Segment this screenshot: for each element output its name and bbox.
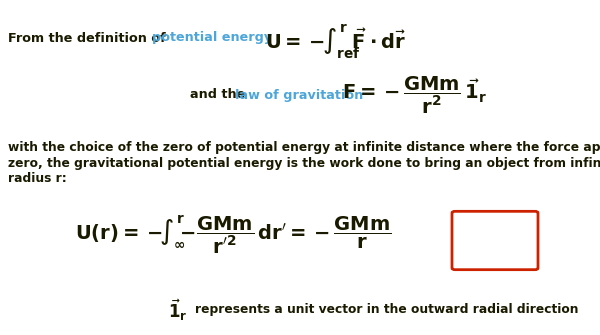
Text: and the: and the: [190, 88, 250, 102]
Text: $\mathbf{\vec{1}_r}$: $\mathbf{\vec{1}_r}$: [168, 297, 187, 323]
Text: potential energy: potential energy: [152, 31, 272, 45]
Text: with the choice of the zero of potential energy at infinite distance where the f: with the choice of the zero of potential…: [8, 141, 600, 154]
Text: law of gravitation: law of gravitation: [235, 88, 363, 102]
Text: $\mathbf{U = -\!\!\int_{ref}^{r}\!\!\vec{F}\cdot d\vec{r}}$: $\mathbf{U = -\!\!\int_{ref}^{r}\!\!\vec…: [265, 23, 406, 61]
Text: zero, the gravitational potential energy is the work done to bring an object fro: zero, the gravitational potential energy…: [8, 157, 600, 170]
Text: From the definition of: From the definition of: [8, 31, 170, 45]
Text: radius r:: radius r:: [8, 173, 67, 186]
Text: $\mathbf{U(r) = -\!\!\int_{\infty}^{r}\!\!\!-\!\dfrac{GMm}{r'^2}\,dr' = -\dfrac{: $\mathbf{U(r) = -\!\!\int_{\infty}^{r}\!…: [75, 214, 391, 256]
Text: integral: integral: [469, 246, 521, 259]
Text: Form of: Form of: [470, 226, 520, 239]
Text: represents a unit vector in the outward radial direction: represents a unit vector in the outward …: [195, 304, 578, 317]
Text: $\mathbf{F = -\dfrac{GMm}{r^2}\,\vec{1}_r}$: $\mathbf{F = -\dfrac{GMm}{r^2}\,\vec{1}_…: [342, 74, 487, 116]
